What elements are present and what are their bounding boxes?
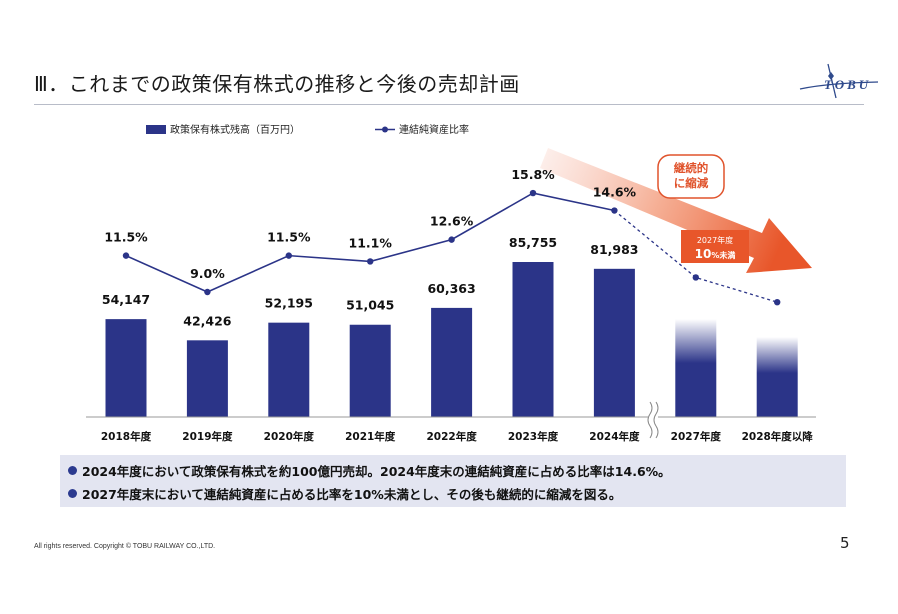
x-tick-label: 2023年度 [508, 430, 559, 443]
summary-line-1: 2024年度において政策保有株式を約100億円売却。2024年度末の連結純資産に… [68, 461, 671, 480]
bar-2018年度 [105, 319, 147, 417]
bullet-icon [68, 489, 77, 498]
bar-projected-2027年度 [675, 319, 717, 417]
ratio-point-2020年度 [285, 252, 292, 259]
legend-bar-label: 政策保有株式残高（百万円） [170, 123, 300, 136]
logo-text: TOBU [824, 77, 872, 92]
ratio-point-2023年度 [529, 189, 537, 197]
ratio-point-2027年度 [692, 274, 699, 281]
ratio-point-2022年度 [448, 236, 455, 243]
bar-2021年度 [349, 324, 391, 417]
ratio-line-projection [613, 210, 778, 303]
bullet-icon [68, 466, 77, 475]
tobu-logo-icon [799, 63, 879, 99]
ratio-point-2028年度以降 [774, 298, 781, 306]
x-tick-label: 2018年度 [101, 430, 152, 443]
bar-value-label: 52,195 [265, 296, 313, 311]
legend-line-label: 連結純資産比率 [399, 123, 469, 136]
target-box-year: 2027年度 [697, 235, 733, 245]
ratio-value-label: 12.6% [430, 214, 474, 229]
x-tick-label: 2022年度 [426, 430, 477, 443]
x-tick-label: 2024年度 [589, 430, 640, 443]
copyright-footer: All rights reserved. Copyright © TOBU RA… [34, 543, 216, 550]
ratio-value-label: 11.1% [349, 235, 393, 250]
reduction-callout [657, 154, 725, 199]
axis-break-mark [647, 400, 659, 439]
ratio-point-2024年度 [611, 207, 618, 214]
bar-2020年度 [268, 322, 310, 417]
summary-box: 2024年度において政策保有株式を約100億円売却。2024年度末の連結純資産に… [60, 455, 846, 507]
bar-2023年度 [512, 262, 554, 417]
bar-value-label: 54,147 [102, 292, 150, 307]
x-tick-label: 2027年度 [671, 430, 722, 443]
title-divider [34, 104, 864, 105]
reduction-callout-text: 継続的に縮減 [674, 161, 709, 190]
bar-value-label: 42,426 [183, 313, 232, 328]
ratio-value-label: 11.5% [267, 230, 311, 245]
bar-2022年度 [431, 307, 473, 417]
x-tick-label: 2021年度 [345, 430, 396, 443]
ratio-point-2021年度 [367, 258, 374, 265]
ratio-point-2018年度 [122, 252, 130, 259]
page-number: 5 [840, 534, 850, 552]
ratio-value-label: 14.6% [593, 185, 637, 200]
bar-projected-2028年度以降 [756, 337, 798, 417]
page-title: Ⅲ．これまでの政策保有株式の推移と今後の売却計画 [34, 72, 520, 96]
bar-value-label: 81,983 [590, 242, 638, 257]
target-box [681, 230, 749, 263]
ratio-value-label: 11.5% [104, 230, 148, 245]
target-box-value: 10%未満 [695, 247, 736, 261]
x-tick-label: 2028年度以降 [742, 430, 814, 443]
summary-line-2: 2027年度末において連結純資産に占める比率を10%未満とし、その後も継続的に縮… [68, 484, 621, 503]
ratio-point-2019年度 [204, 288, 211, 296]
bar-value-label: 60,363 [427, 281, 475, 296]
legend-bar-swatch [146, 125, 166, 134]
bar-value-label: 85,755 [509, 235, 557, 250]
bar-value-label: 51,045 [346, 298, 394, 313]
ratio-value-label: 15.8% [511, 167, 555, 182]
x-tick-label: 2019年度 [182, 430, 233, 443]
ratio-value-label: 9.0% [190, 266, 225, 281]
legend-line-marker [382, 126, 388, 133]
bar-2019年度 [186, 340, 228, 417]
bar-2024年度 [593, 268, 635, 417]
x-tick-label: 2020年度 [264, 430, 315, 443]
